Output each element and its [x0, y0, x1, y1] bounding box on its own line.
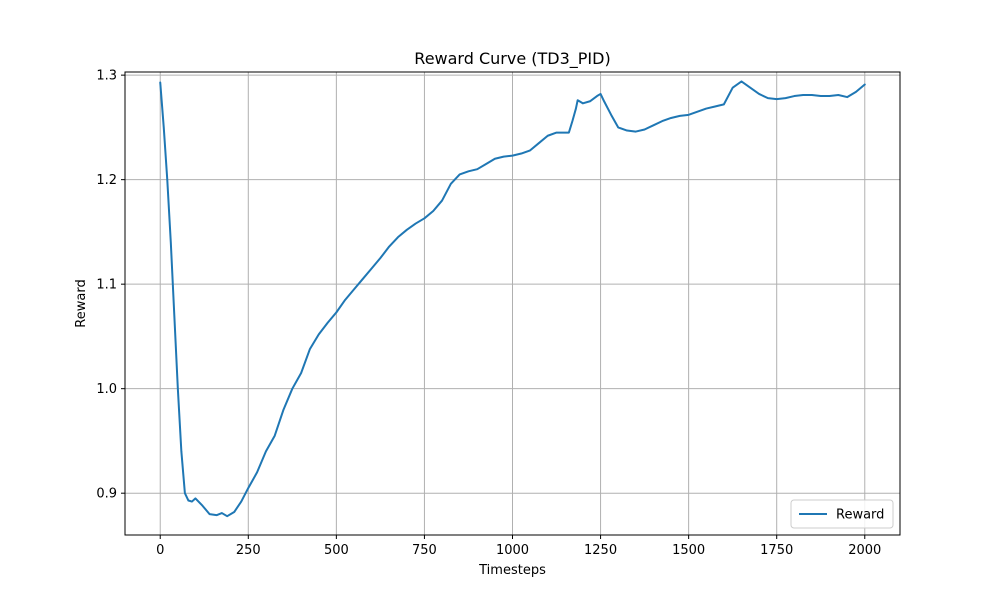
x-tick-label: 1750 — [760, 543, 793, 558]
grid — [125, 72, 900, 535]
y-tick-label: 1.3 — [96, 69, 117, 84]
y-tick-label: 1.1 — [96, 278, 117, 293]
x-axis-label: Timesteps — [478, 563, 546, 578]
y-axis-ticks: 0.9 1.0 1.1 1.2 1.3 — [96, 69, 125, 502]
x-tick-label: 250 — [236, 543, 261, 558]
x-axis-ticks: 0 250 500 750 1000 1250 1500 1750 2000 — [156, 535, 881, 558]
chart-title: Reward Curve (TD3_PID) — [414, 49, 610, 69]
x-tick-label: 0 — [156, 543, 164, 558]
x-tick-label: 1500 — [672, 543, 705, 558]
x-tick-label: 750 — [412, 543, 437, 558]
x-tick-label: 500 — [324, 543, 349, 558]
legend: Reward — [790, 499, 894, 529]
y-axis-label: Reward — [74, 279, 89, 327]
legend-box — [790, 499, 894, 529]
series-layer — [159, 80, 866, 518]
legend-label-reward: Reward — [836, 508, 884, 523]
y-tick-label: 1.2 — [96, 173, 117, 188]
x-tick-label: 2000 — [848, 543, 881, 558]
series-line-reward — [159, 80, 866, 518]
y-tick-label: 0.9 — [96, 487, 117, 502]
y-tick-label: 1.0 — [96, 382, 117, 397]
x-tick-label: 1250 — [584, 543, 617, 558]
x-tick-label: 1000 — [496, 543, 529, 558]
